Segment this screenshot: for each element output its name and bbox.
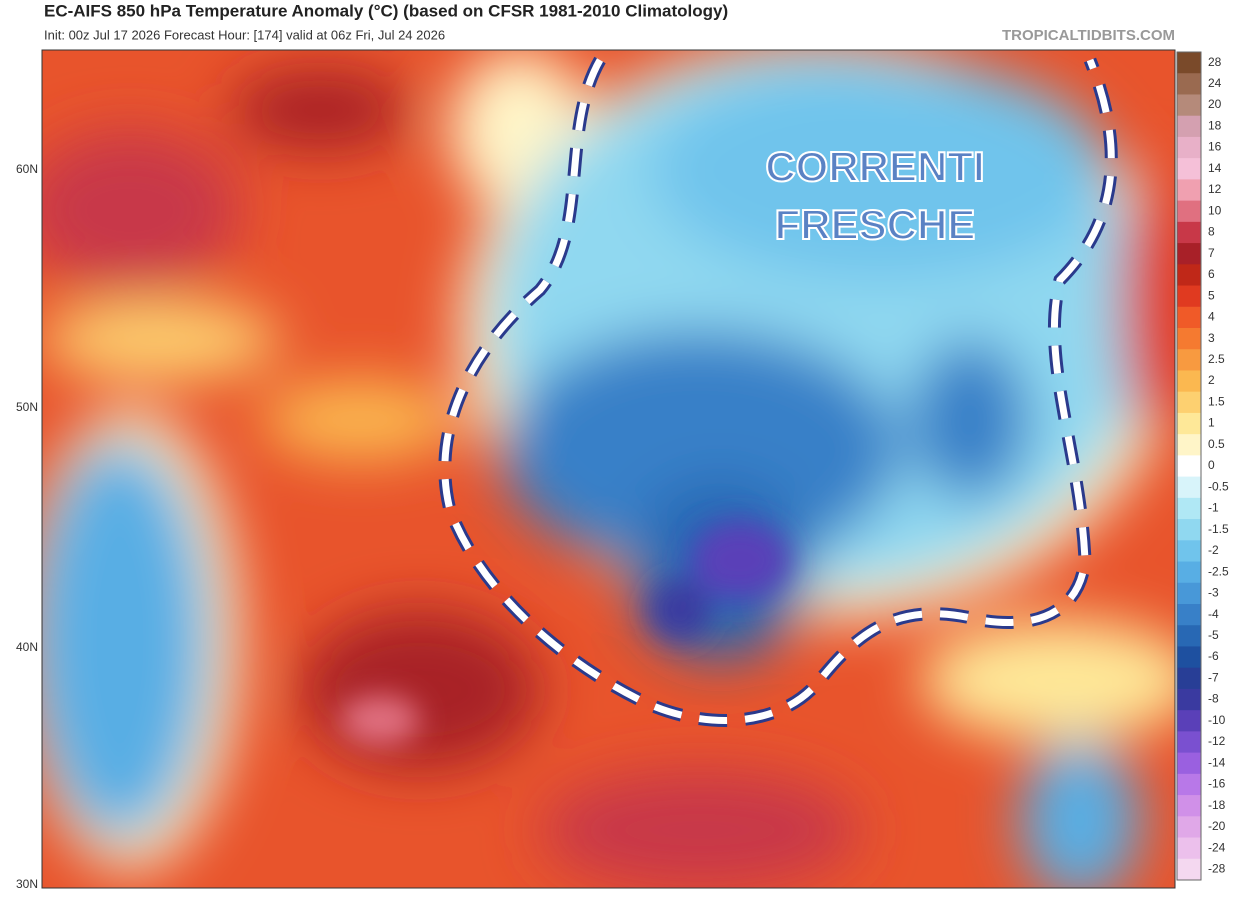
colorbar-swatch	[1177, 94, 1201, 117]
colorbar-swatch	[1177, 264, 1201, 287]
anomaly-field	[42, 50, 1175, 888]
lat-label: 60N	[16, 162, 38, 176]
colorbar-swatch	[1177, 412, 1201, 435]
colorbar-swatch	[1177, 328, 1201, 350]
watermark: TROPICALTIDBITS.COM	[1002, 27, 1175, 44]
colorbar-swatch	[1177, 731, 1201, 754]
colorbar-label: 2	[1208, 373, 1215, 387]
colorbar-label: 8	[1208, 225, 1215, 239]
colorbar-swatch	[1177, 243, 1201, 265]
colorbar-label: -2.5	[1208, 564, 1229, 578]
colorbar-label: -14	[1208, 755, 1226, 769]
colorbar-label: -8	[1208, 692, 1219, 706]
colorbar-swatch	[1177, 455, 1201, 478]
colorbar-swatch	[1177, 476, 1201, 499]
colorbar-label: 12	[1208, 182, 1222, 196]
colorbar-label: 1	[1208, 416, 1215, 430]
colorbar-label: 0	[1208, 458, 1215, 472]
colorbar-label: 2.5	[1208, 352, 1225, 366]
colorbar-label: 16	[1208, 140, 1222, 154]
colorbar-swatch	[1177, 52, 1201, 74]
colorbar-label: 14	[1208, 161, 1222, 175]
colorbar-swatch	[1177, 285, 1201, 308]
colorbar-label: 10	[1208, 203, 1222, 217]
colorbar-label: 0.5	[1208, 437, 1225, 451]
colorbar-swatch	[1177, 667, 1201, 690]
colorbar-swatch	[1177, 688, 1201, 711]
dashed-outline-inner	[441, 58, 1115, 724]
colorbar-swatch	[1177, 561, 1201, 584]
colorbar-label: 3	[1208, 331, 1215, 345]
subtitle: Init: 00z Jul 17 2026 Forecast Hour: [17…	[44, 27, 445, 42]
colorbar-label: -7	[1208, 670, 1219, 684]
colorbar-label: 24	[1208, 76, 1222, 90]
colorbar-swatch	[1177, 625, 1201, 647]
colorbar-label: -28	[1208, 862, 1226, 876]
colorbar-swatch	[1177, 816, 1201, 839]
colorbar-label: -24	[1208, 840, 1226, 854]
colorbar-swatch	[1177, 115, 1201, 138]
colorbar-swatch	[1177, 837, 1201, 860]
colorbar-swatch	[1177, 221, 1201, 244]
colorbar-swatch	[1177, 540, 1201, 563]
annotation: FRESCHE	[775, 201, 976, 248]
colorbar-swatch	[1177, 158, 1201, 180]
anomaly-core	[340, 520, 790, 745]
colorbar-label: 28	[1208, 55, 1222, 69]
colorbar-swatch	[1177, 497, 1201, 520]
colorbar-label: -1	[1208, 501, 1219, 515]
map: CORRENTI FRESCHE	[42, 50, 1175, 888]
colorbar-label: -6	[1208, 649, 1219, 663]
colorbar-frame	[1176, 51, 1202, 881]
colorbar-swatch	[1177, 710, 1201, 732]
colorbar-swatch	[1177, 73, 1201, 95]
colorbar-label: 1.5	[1208, 394, 1225, 408]
colorbar-swatch	[1177, 391, 1201, 414]
colorbar-label: -2	[1208, 543, 1219, 557]
colorbar-swatch	[1177, 646, 1201, 669]
colorbar-label: -5	[1208, 628, 1219, 642]
title: EC-AIFS 850 hPa Temperature Anomaly (°C)…	[44, 1, 728, 20]
colorbar-swatch	[1177, 752, 1201, 775]
colorbar-swatch	[1177, 773, 1201, 796]
colorbar-label: -16	[1208, 777, 1226, 791]
lat-label: 50N	[16, 400, 38, 414]
colorbar-swatch	[1177, 582, 1201, 605]
colorbar-swatch	[1177, 306, 1201, 329]
map-frame	[41, 49, 1176, 889]
colorbar-label: 4	[1208, 310, 1215, 324]
colorbar-swatch	[1177, 349, 1201, 371]
colorbar-label: 7	[1208, 246, 1215, 260]
colorbar-swatch	[1177, 136, 1201, 159]
colorbar-swatch	[1177, 604, 1201, 626]
colorbar-label: 5	[1208, 288, 1215, 302]
colorbar-swatch	[1177, 795, 1201, 817]
colorbar-swatch	[1177, 179, 1201, 202]
colorbar-label: 6	[1208, 267, 1215, 281]
colorbar-label: 18	[1208, 118, 1222, 132]
colorbar-label: -18	[1208, 798, 1226, 812]
annotation: CORRENTI	[765, 143, 984, 190]
colorbar-swatch	[1177, 200, 1201, 223]
colorbar-label: -4	[1208, 607, 1219, 621]
colorbar-label: -12	[1208, 734, 1226, 748]
colorbar-swatch	[1177, 858, 1201, 881]
colorbar: 28 24 20 18 16 14 12 10 8 7 6 5 4 3 2.5 2 1.5 1 0.5 0 -0.5 -1…	[1176, 51, 1229, 881]
lat-label: 30N	[16, 877, 38, 891]
colorbar-label: -20	[1208, 819, 1226, 833]
colorbar-label: -10	[1208, 713, 1226, 727]
colorbar-label: -0.5	[1208, 479, 1229, 493]
colorbar-label: -1.5	[1208, 522, 1229, 536]
colorbar-swatch	[1177, 434, 1201, 456]
colorbar-label: -3	[1208, 586, 1219, 600]
colorbar-swatch	[1177, 519, 1201, 541]
colorbar-swatch	[1177, 370, 1201, 393]
colorbar-label: 20	[1208, 97, 1222, 111]
lat-label: 40N	[16, 640, 38, 654]
